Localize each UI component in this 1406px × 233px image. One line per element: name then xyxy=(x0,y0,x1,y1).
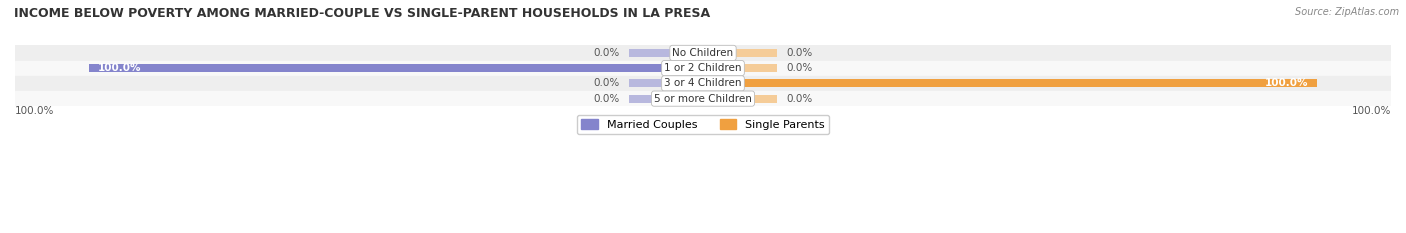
Text: INCOME BELOW POVERTY AMONG MARRIED-COUPLE VS SINGLE-PARENT HOUSEHOLDS IN LA PRES: INCOME BELOW POVERTY AMONG MARRIED-COUPL… xyxy=(14,7,710,20)
Text: 100.0%: 100.0% xyxy=(15,106,55,116)
Bar xyxy=(630,79,703,87)
Bar xyxy=(630,49,703,57)
Text: 100.0%: 100.0% xyxy=(1264,78,1308,88)
Bar xyxy=(630,64,703,72)
Bar xyxy=(15,61,1391,76)
Text: 3 or 4 Children: 3 or 4 Children xyxy=(664,78,742,88)
Text: Source: ZipAtlas.com: Source: ZipAtlas.com xyxy=(1295,7,1399,17)
Bar xyxy=(703,49,776,57)
Text: 0.0%: 0.0% xyxy=(593,78,620,88)
Bar xyxy=(15,45,1391,61)
Legend: Married Couples, Single Parents: Married Couples, Single Parents xyxy=(576,115,830,134)
Bar xyxy=(89,64,703,72)
Text: 0.0%: 0.0% xyxy=(593,94,620,104)
Text: 100.0%: 100.0% xyxy=(98,63,142,73)
Bar xyxy=(703,64,776,72)
Bar xyxy=(630,95,703,103)
Bar xyxy=(703,79,776,87)
Text: No Children: No Children xyxy=(672,48,734,58)
Text: 0.0%: 0.0% xyxy=(786,94,813,104)
Bar xyxy=(15,91,1391,106)
Bar xyxy=(703,95,776,103)
Text: 100.0%: 100.0% xyxy=(1351,106,1391,116)
Text: 0.0%: 0.0% xyxy=(786,48,813,58)
Text: 0.0%: 0.0% xyxy=(786,63,813,73)
Text: 5 or more Children: 5 or more Children xyxy=(654,94,752,104)
Bar xyxy=(703,79,1317,87)
Bar xyxy=(15,76,1391,91)
Text: 0.0%: 0.0% xyxy=(593,48,620,58)
Text: 1 or 2 Children: 1 or 2 Children xyxy=(664,63,742,73)
